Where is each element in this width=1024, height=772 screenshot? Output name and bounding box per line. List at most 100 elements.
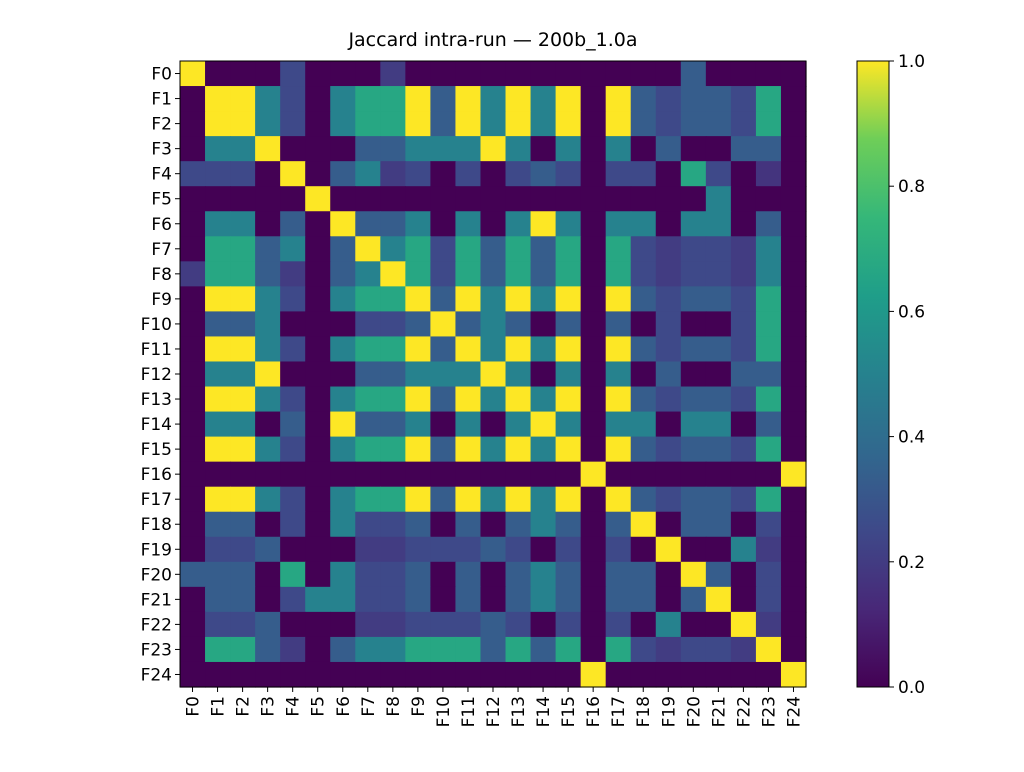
heatmap-cell bbox=[430, 336, 457, 363]
heatmap-cell bbox=[555, 436, 582, 463]
heatmap-cell bbox=[455, 461, 482, 488]
heatmap-cell bbox=[530, 561, 557, 588]
heatmap-cell bbox=[230, 486, 256, 513]
heatmap-cell bbox=[580, 336, 607, 363]
heatmap-cell bbox=[730, 161, 757, 187]
heatmap-cell bbox=[505, 586, 532, 613]
heatmap-cell bbox=[180, 336, 206, 363]
x-tick-label: F13 bbox=[509, 696, 529, 727]
heatmap-cell bbox=[580, 586, 607, 613]
heatmap-cell bbox=[230, 511, 256, 538]
heatmap-cell bbox=[280, 61, 306, 87]
heatmap-cell bbox=[330, 236, 356, 262]
heatmap-cell bbox=[405, 336, 431, 363]
heatmap-cell bbox=[255, 86, 281, 112]
heatmap-cell bbox=[355, 336, 381, 363]
heatmap-cell bbox=[705, 411, 732, 438]
heatmap-cell bbox=[505, 161, 532, 187]
heatmap-cell bbox=[780, 86, 807, 112]
x-tick-label: F7 bbox=[359, 696, 379, 717]
heatmap-cell bbox=[680, 511, 707, 538]
heatmap-cell bbox=[630, 511, 657, 538]
heatmap-cell bbox=[630, 636, 657, 663]
heatmap-cell bbox=[405, 636, 431, 663]
heatmap-cell bbox=[255, 611, 281, 638]
heatmap-cell bbox=[755, 436, 782, 463]
heatmap-cell bbox=[230, 411, 256, 438]
heatmap-cell bbox=[580, 561, 607, 588]
heatmap-cell bbox=[330, 211, 356, 237]
heatmap-cell bbox=[255, 561, 281, 588]
heatmap-cell bbox=[630, 586, 657, 613]
heatmap-cell bbox=[355, 186, 381, 212]
heatmap-cell bbox=[380, 511, 406, 538]
heatmap-cell bbox=[430, 511, 457, 538]
heatmap-cell bbox=[205, 336, 231, 363]
heatmap-cell bbox=[205, 261, 231, 287]
heatmap-cell bbox=[680, 336, 707, 363]
heatmap-cell bbox=[280, 211, 306, 237]
heatmap-cell bbox=[380, 311, 406, 338]
heatmap-cell bbox=[305, 211, 331, 237]
heatmap-cell bbox=[755, 311, 782, 338]
heatmap-cell bbox=[430, 361, 457, 388]
heatmap-cell bbox=[555, 161, 582, 187]
heatmap-cell bbox=[480, 261, 507, 287]
heatmap-cell bbox=[380, 586, 406, 613]
heatmap-cell bbox=[580, 611, 607, 638]
heatmap-cell bbox=[530, 586, 557, 613]
heatmap-cell bbox=[305, 286, 331, 312]
x-tick-label: F22 bbox=[734, 696, 754, 727]
heatmap-cell bbox=[255, 511, 281, 538]
heatmap-cell bbox=[505, 111, 532, 137]
heatmap-cell bbox=[555, 186, 582, 212]
heatmap-cell bbox=[605, 311, 632, 338]
heatmap-cell bbox=[330, 436, 356, 463]
heatmap-cell bbox=[555, 361, 582, 388]
heatmap-cell bbox=[205, 486, 231, 513]
heatmap-cell bbox=[505, 536, 532, 563]
heatmap-cell bbox=[605, 261, 632, 287]
heatmap-cell bbox=[630, 261, 657, 287]
heatmap-cell bbox=[405, 561, 431, 588]
heatmap-cell bbox=[780, 261, 807, 287]
heatmap-cell bbox=[730, 86, 757, 112]
heatmap-cell bbox=[480, 511, 507, 538]
heatmap-cell bbox=[780, 161, 807, 187]
heatmap-cell bbox=[255, 336, 281, 363]
heatmap-cell bbox=[405, 286, 431, 312]
heatmap-cell bbox=[455, 561, 482, 588]
heatmap-cell bbox=[355, 161, 381, 187]
heatmap-cell bbox=[380, 611, 406, 638]
heatmap-cell bbox=[705, 461, 732, 488]
y-tick-label: F17 bbox=[141, 490, 172, 510]
heatmap-cell bbox=[605, 636, 632, 663]
heatmap-cell bbox=[280, 661, 306, 688]
heatmap-cell bbox=[655, 311, 682, 338]
heatmap-cell bbox=[355, 86, 381, 112]
heatmap-cell bbox=[380, 111, 406, 137]
x-tick-label: F23 bbox=[759, 696, 779, 727]
heatmap-cell bbox=[505, 361, 532, 388]
heatmap-cell bbox=[730, 511, 757, 538]
y-tick-label: F8 bbox=[151, 265, 172, 285]
colorbar-tick-label: 1.0 bbox=[898, 52, 925, 72]
heatmap-cell bbox=[705, 361, 732, 388]
heatmap-cell bbox=[705, 236, 732, 262]
heatmap-cell bbox=[180, 561, 206, 588]
heatmap-cell bbox=[655, 161, 682, 187]
heatmap-cell bbox=[730, 111, 757, 137]
heatmap-cell bbox=[505, 611, 532, 638]
heatmap-cell bbox=[330, 86, 356, 112]
heatmap-cell bbox=[580, 661, 607, 688]
heatmap-cell bbox=[355, 411, 381, 438]
heatmap-cell bbox=[280, 586, 306, 613]
heatmap-cell bbox=[480, 161, 507, 187]
heatmap-cell bbox=[380, 661, 406, 688]
heatmap-cell bbox=[680, 461, 707, 488]
heatmap-cell bbox=[330, 286, 356, 312]
heatmap-cell bbox=[680, 386, 707, 413]
heatmap-cell bbox=[705, 386, 732, 413]
heatmap-cell bbox=[655, 661, 682, 688]
heatmap-cell bbox=[180, 211, 206, 237]
